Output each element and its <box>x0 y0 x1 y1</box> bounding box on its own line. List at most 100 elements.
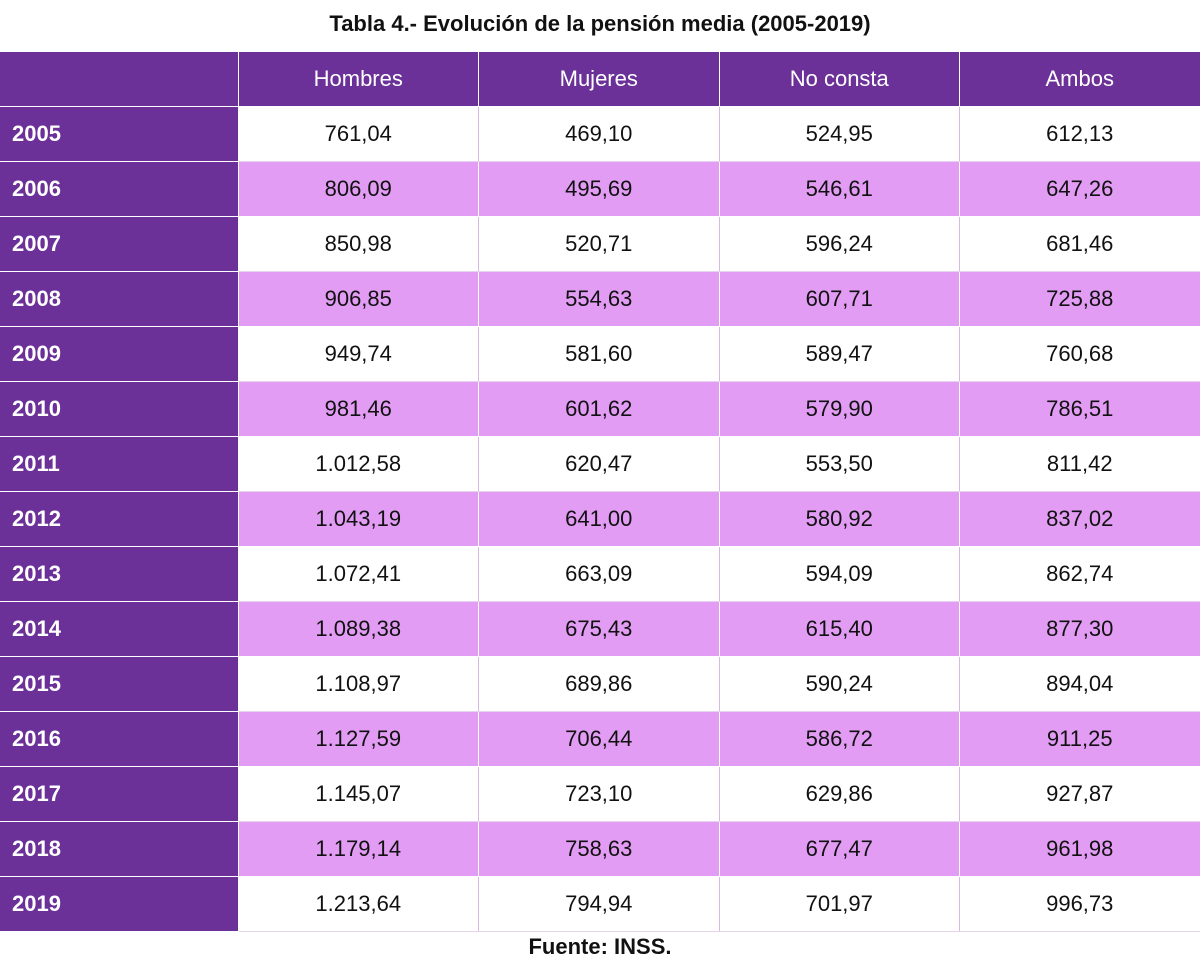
cell-mujeres: 706,44 <box>478 711 720 767</box>
cell-no-consta: 615,40 <box>719 601 960 657</box>
header-no-consta: No consta <box>719 52 960 107</box>
table-row: 2007 850,98 520,71 596,24 681,46 <box>0 216 1200 272</box>
cell-hombres: 1.072,41 <box>238 546 479 602</box>
cell-ambos: 911,25 <box>959 711 1200 767</box>
cell-no-consta: 524,95 <box>719 106 960 162</box>
cell-ambos: 996,73 <box>959 876 1200 932</box>
header-ambos: Ambos <box>959 52 1200 107</box>
cell-no-consta: 677,47 <box>719 821 960 877</box>
row-year: 2010 <box>0 381 239 437</box>
cell-ambos: 961,98 <box>959 821 1200 877</box>
cell-mujeres: 554,63 <box>478 271 720 327</box>
cell-ambos: 927,87 <box>959 766 1200 822</box>
cell-no-consta: 594,09 <box>719 546 960 602</box>
table-row: 2015 1.108,97 689,86 590,24 894,04 <box>0 656 1200 712</box>
source-note: Fuente: INSS. <box>528 933 672 959</box>
cell-ambos: 786,51 <box>959 381 1200 437</box>
cell-no-consta: 553,50 <box>719 436 960 492</box>
cell-no-consta: 589,47 <box>719 326 960 382</box>
cell-hombres: 949,74 <box>238 326 479 382</box>
cell-mujeres: 758,63 <box>478 821 720 877</box>
cell-mujeres: 469,10 <box>478 106 720 162</box>
cell-hombres: 806,09 <box>238 161 479 217</box>
cell-no-consta: 590,24 <box>719 656 960 712</box>
cell-no-consta: 579,90 <box>719 381 960 437</box>
table-row: 2008 906,85 554,63 607,71 725,88 <box>0 271 1200 327</box>
cell-hombres: 1.089,38 <box>238 601 479 657</box>
cell-hombres: 1.179,14 <box>238 821 479 877</box>
cell-mujeres: 794,94 <box>478 876 720 932</box>
cell-hombres: 1.108,97 <box>238 656 479 712</box>
row-year: 2014 <box>0 601 239 657</box>
cell-hombres: 1.213,64 <box>238 876 479 932</box>
cell-no-consta: 607,71 <box>719 271 960 327</box>
cell-mujeres: 601,62 <box>478 381 720 437</box>
cell-ambos: 760,68 <box>959 326 1200 382</box>
cell-hombres: 1.012,58 <box>238 436 479 492</box>
cell-hombres: 850,98 <box>238 216 479 272</box>
table-row: 2014 1.089,38 675,43 615,40 877,30 <box>0 601 1200 657</box>
table-row: 2005 761,04 469,10 524,95 612,13 <box>0 106 1200 162</box>
cell-mujeres: 581,60 <box>478 326 720 382</box>
cell-mujeres: 641,00 <box>478 491 720 547</box>
cell-ambos: 681,46 <box>959 216 1200 272</box>
cell-mujeres: 620,47 <box>478 436 720 492</box>
cell-ambos: 647,26 <box>959 161 1200 217</box>
table-body: 2005 761,04 469,10 524,95 612,13 2006 806,09 49… <box>0 106 1200 932</box>
cell-ambos: 877,30 <box>959 601 1200 657</box>
table-row: 2016 1.127,59 706,44 586,72 911,25 <box>0 711 1200 767</box>
cell-ambos: 837,02 <box>959 491 1200 547</box>
cell-hombres: 1.145,07 <box>238 766 479 822</box>
table-row: 2018 1.179,14 758,63 677,47 961,98 <box>0 821 1200 877</box>
table-row: 2019 1.213,64 794,94 701,97 996,73 <box>0 876 1200 932</box>
cell-ambos: 862,74 <box>959 546 1200 602</box>
header-hombres: Hombres <box>238 52 479 107</box>
row-year: 2006 <box>0 161 239 217</box>
row-year: 2009 <box>0 326 239 382</box>
header-mujeres: Mujeres <box>478 52 720 107</box>
cell-no-consta: 586,72 <box>719 711 960 767</box>
cell-mujeres: 675,43 <box>478 601 720 657</box>
cell-hombres: 761,04 <box>238 106 479 162</box>
header-corner <box>0 52 239 107</box>
table-row: 2010 981,46 601,62 579,90 786,51 <box>0 381 1200 437</box>
cell-ambos: 811,42 <box>959 436 1200 492</box>
row-year: 2011 <box>0 436 239 492</box>
cell-hombres: 906,85 <box>238 271 479 327</box>
cell-ambos: 894,04 <box>959 656 1200 712</box>
row-year: 2008 <box>0 271 239 327</box>
cell-no-consta: 546,61 <box>719 161 960 217</box>
row-year: 2017 <box>0 766 239 822</box>
cell-mujeres: 495,69 <box>478 161 720 217</box>
cell-ambos: 725,88 <box>959 271 1200 327</box>
table-row: 2012 1.043,19 641,00 580,92 837,02 <box>0 491 1200 547</box>
row-year: 2016 <box>0 711 239 767</box>
table-title: Tabla 4.- Evolución de la pensión media … <box>329 11 871 36</box>
row-year: 2012 <box>0 491 239 547</box>
cell-mujeres: 689,86 <box>478 656 720 712</box>
cell-no-consta: 701,97 <box>719 876 960 932</box>
cell-hombres: 1.127,59 <box>238 711 479 767</box>
cell-mujeres: 723,10 <box>478 766 720 822</box>
cell-ambos: 612,13 <box>959 106 1200 162</box>
table-row: 2011 1.012,58 620,47 553,50 811,42 <box>0 436 1200 492</box>
cell-mujeres: 520,71 <box>478 216 720 272</box>
table-row: 2006 806,09 495,69 546,61 647,26 <box>0 161 1200 217</box>
table-row: 2017 1.145,07 723,10 629,86 927,87 <box>0 766 1200 822</box>
row-year: 2005 <box>0 106 239 162</box>
row-year: 2018 <box>0 821 239 877</box>
cell-no-consta: 629,86 <box>719 766 960 822</box>
cell-no-consta: 580,92 <box>719 491 960 547</box>
row-year: 2015 <box>0 656 239 712</box>
table-row: 2013 1.072,41 663,09 594,09 862,74 <box>0 546 1200 602</box>
cell-hombres: 1.043,19 <box>238 491 479 547</box>
header-row: Hombres Mujeres No consta Ambos <box>0 52 1200 107</box>
cell-no-consta: 596,24 <box>719 216 960 272</box>
row-year: 2019 <box>0 876 239 932</box>
cell-hombres: 981,46 <box>238 381 479 437</box>
table-row: 2009 949,74 581,60 589,47 760,68 <box>0 326 1200 382</box>
row-year: 2013 <box>0 546 239 602</box>
row-year: 2007 <box>0 216 239 272</box>
cell-mujeres: 663,09 <box>478 546 720 602</box>
pension-table: Hombres Mujeres No consta Ambos 2005 761,… <box>0 52 1200 932</box>
